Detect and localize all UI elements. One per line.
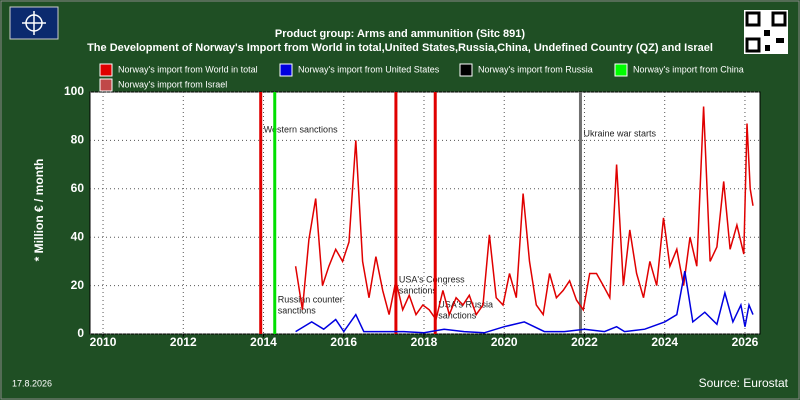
y-tick-label: 0 xyxy=(77,326,84,340)
chart-title: Product group: Arms and ammunition (Sitc… xyxy=(275,28,526,40)
x-tick-label: 2014 xyxy=(250,335,277,349)
legend-label: Norway's import from Israel xyxy=(118,79,227,89)
legend-swatch xyxy=(99,78,113,92)
annotation: sanctions xyxy=(438,310,477,320)
annotation: USA's Congress xyxy=(399,274,465,284)
y-tick-label: 80 xyxy=(71,133,85,147)
y-tick-label: 100 xyxy=(64,84,84,98)
qr-code xyxy=(744,10,788,54)
annotation: sanctions xyxy=(399,285,438,295)
legend-swatch xyxy=(99,63,113,77)
x-tick-label: 2018 xyxy=(411,335,438,349)
logo xyxy=(9,6,59,40)
annotation: Ukraine war starts xyxy=(583,128,656,138)
y-tick-label: 20 xyxy=(71,278,85,292)
source: Source: Eurostat xyxy=(699,376,789,390)
x-tick-label: 2026 xyxy=(732,335,759,349)
date: 17.8.2026 xyxy=(12,378,52,388)
legend-label: Norway's import from China xyxy=(633,64,744,74)
x-tick-label: 2012 xyxy=(170,335,197,349)
annotation: Western sanctions xyxy=(264,124,338,134)
x-tick-label: 2016 xyxy=(330,335,357,349)
data-line xyxy=(295,270,754,334)
plot-area xyxy=(89,91,761,335)
x-tick-label: 2024 xyxy=(651,335,678,349)
chart-subtitle: The Development of Norway's Import from … xyxy=(87,42,713,54)
data-line xyxy=(294,106,754,322)
y-tick-label: 40 xyxy=(71,229,85,243)
x-tick-label: 2010 xyxy=(90,335,117,349)
annotation: Russian counter xyxy=(278,294,343,304)
legend-swatch xyxy=(614,63,628,77)
legend-swatch xyxy=(279,63,293,77)
legend-swatch xyxy=(459,63,473,77)
legend-label: Norway's import from World in total xyxy=(118,64,258,74)
x-tick-label: 2022 xyxy=(571,335,598,349)
annotation: USA's Russia xyxy=(438,299,493,309)
legend-label: Norway's import from Russia xyxy=(478,64,593,74)
y-tick-label: 60 xyxy=(71,181,85,195)
y-axis-label: * Million € / month xyxy=(32,159,46,262)
x-tick-label: 2020 xyxy=(491,335,518,349)
legend-label: Norway's import from United States xyxy=(298,64,440,74)
annotation: sanctions xyxy=(278,305,317,315)
